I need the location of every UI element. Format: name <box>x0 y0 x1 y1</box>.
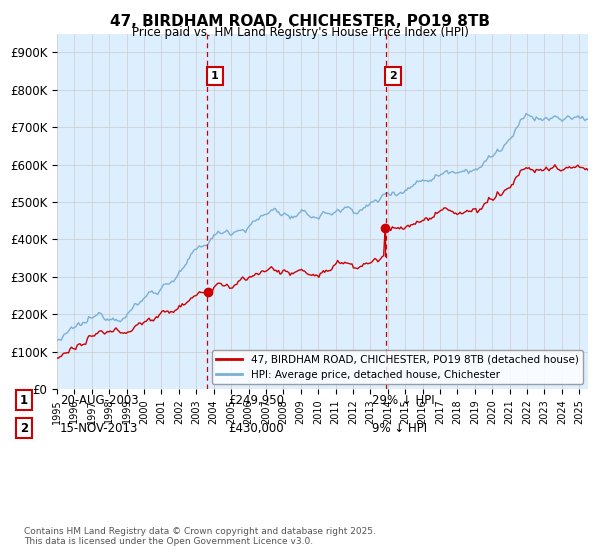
Text: 15-NOV-2013: 15-NOV-2013 <box>60 422 139 435</box>
Text: 1: 1 <box>211 71 218 81</box>
Text: 9% ↓ HPI: 9% ↓ HPI <box>372 422 427 435</box>
Text: 2: 2 <box>20 422 28 435</box>
Text: 20-AUG-2003: 20-AUG-2003 <box>60 394 139 407</box>
Text: 47, BIRDHAM ROAD, CHICHESTER, PO19 8TB: 47, BIRDHAM ROAD, CHICHESTER, PO19 8TB <box>110 14 490 29</box>
Text: 29% ↓ HPI: 29% ↓ HPI <box>372 394 434 407</box>
Text: 1: 1 <box>20 394 28 407</box>
Text: Contains HM Land Registry data © Crown copyright and database right 2025.
This d: Contains HM Land Registry data © Crown c… <box>24 526 376 546</box>
Text: Price paid vs. HM Land Registry's House Price Index (HPI): Price paid vs. HM Land Registry's House … <box>131 26 469 39</box>
Legend: 47, BIRDHAM ROAD, CHICHESTER, PO19 8TB (detached house), HPI: Average price, det: 47, BIRDHAM ROAD, CHICHESTER, PO19 8TB (… <box>212 351 583 384</box>
Text: £249,950: £249,950 <box>228 394 284 407</box>
Text: £430,000: £430,000 <box>228 422 284 435</box>
Text: 2: 2 <box>389 71 397 81</box>
Bar <box>208 34 386 389</box>
